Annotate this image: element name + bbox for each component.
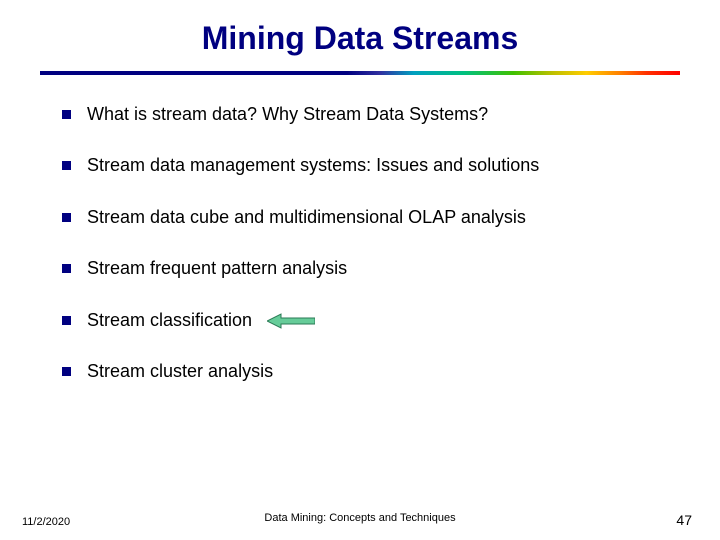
list-item-text: Stream data cube and multidimensional OL…: [87, 206, 526, 229]
footer-date: 11/2/2020: [22, 516, 70, 528]
slide-number: 47: [676, 512, 692, 528]
bullet-list: What is stream data? Why Stream Data Sys…: [0, 75, 720, 383]
divider-gradient: [347, 71, 680, 75]
bullet-marker: [62, 367, 71, 376]
list-item: Stream frequent pattern analysis: [62, 257, 670, 280]
bullet-marker: [62, 213, 71, 222]
title-divider: [40, 71, 680, 75]
slide-title: Mining Data Streams: [0, 0, 720, 57]
list-item-text: Stream frequent pattern analysis: [87, 257, 347, 280]
list-item: Stream data management systems: Issues a…: [62, 154, 670, 177]
list-item: What is stream data? Why Stream Data Sys…: [62, 103, 670, 126]
list-item: Stream cluster analysis: [62, 360, 670, 383]
list-item-text: Stream data management systems: Issues a…: [87, 154, 539, 177]
list-item-label: Stream classification: [87, 310, 252, 330]
slide-footer: 11/2/2020 Data Mining: Concepts and Tech…: [0, 512, 720, 528]
list-item-text: Stream cluster analysis: [87, 360, 273, 383]
list-item: Stream data cube and multidimensional OL…: [62, 206, 670, 229]
divider-solid: [40, 71, 354, 75]
bullet-marker: [62, 110, 71, 119]
bullet-marker: [62, 161, 71, 170]
bullet-marker: [62, 316, 71, 325]
list-item: Stream classification: [62, 309, 670, 332]
footer-subtitle: Data Mining: Concepts and Techniques: [264, 512, 455, 524]
list-item-text: Stream classification: [87, 309, 315, 332]
list-item-text: What is stream data? Why Stream Data Sys…: [87, 103, 488, 126]
bullet-marker: [62, 264, 71, 273]
pointer-arrow-icon: [267, 313, 315, 329]
